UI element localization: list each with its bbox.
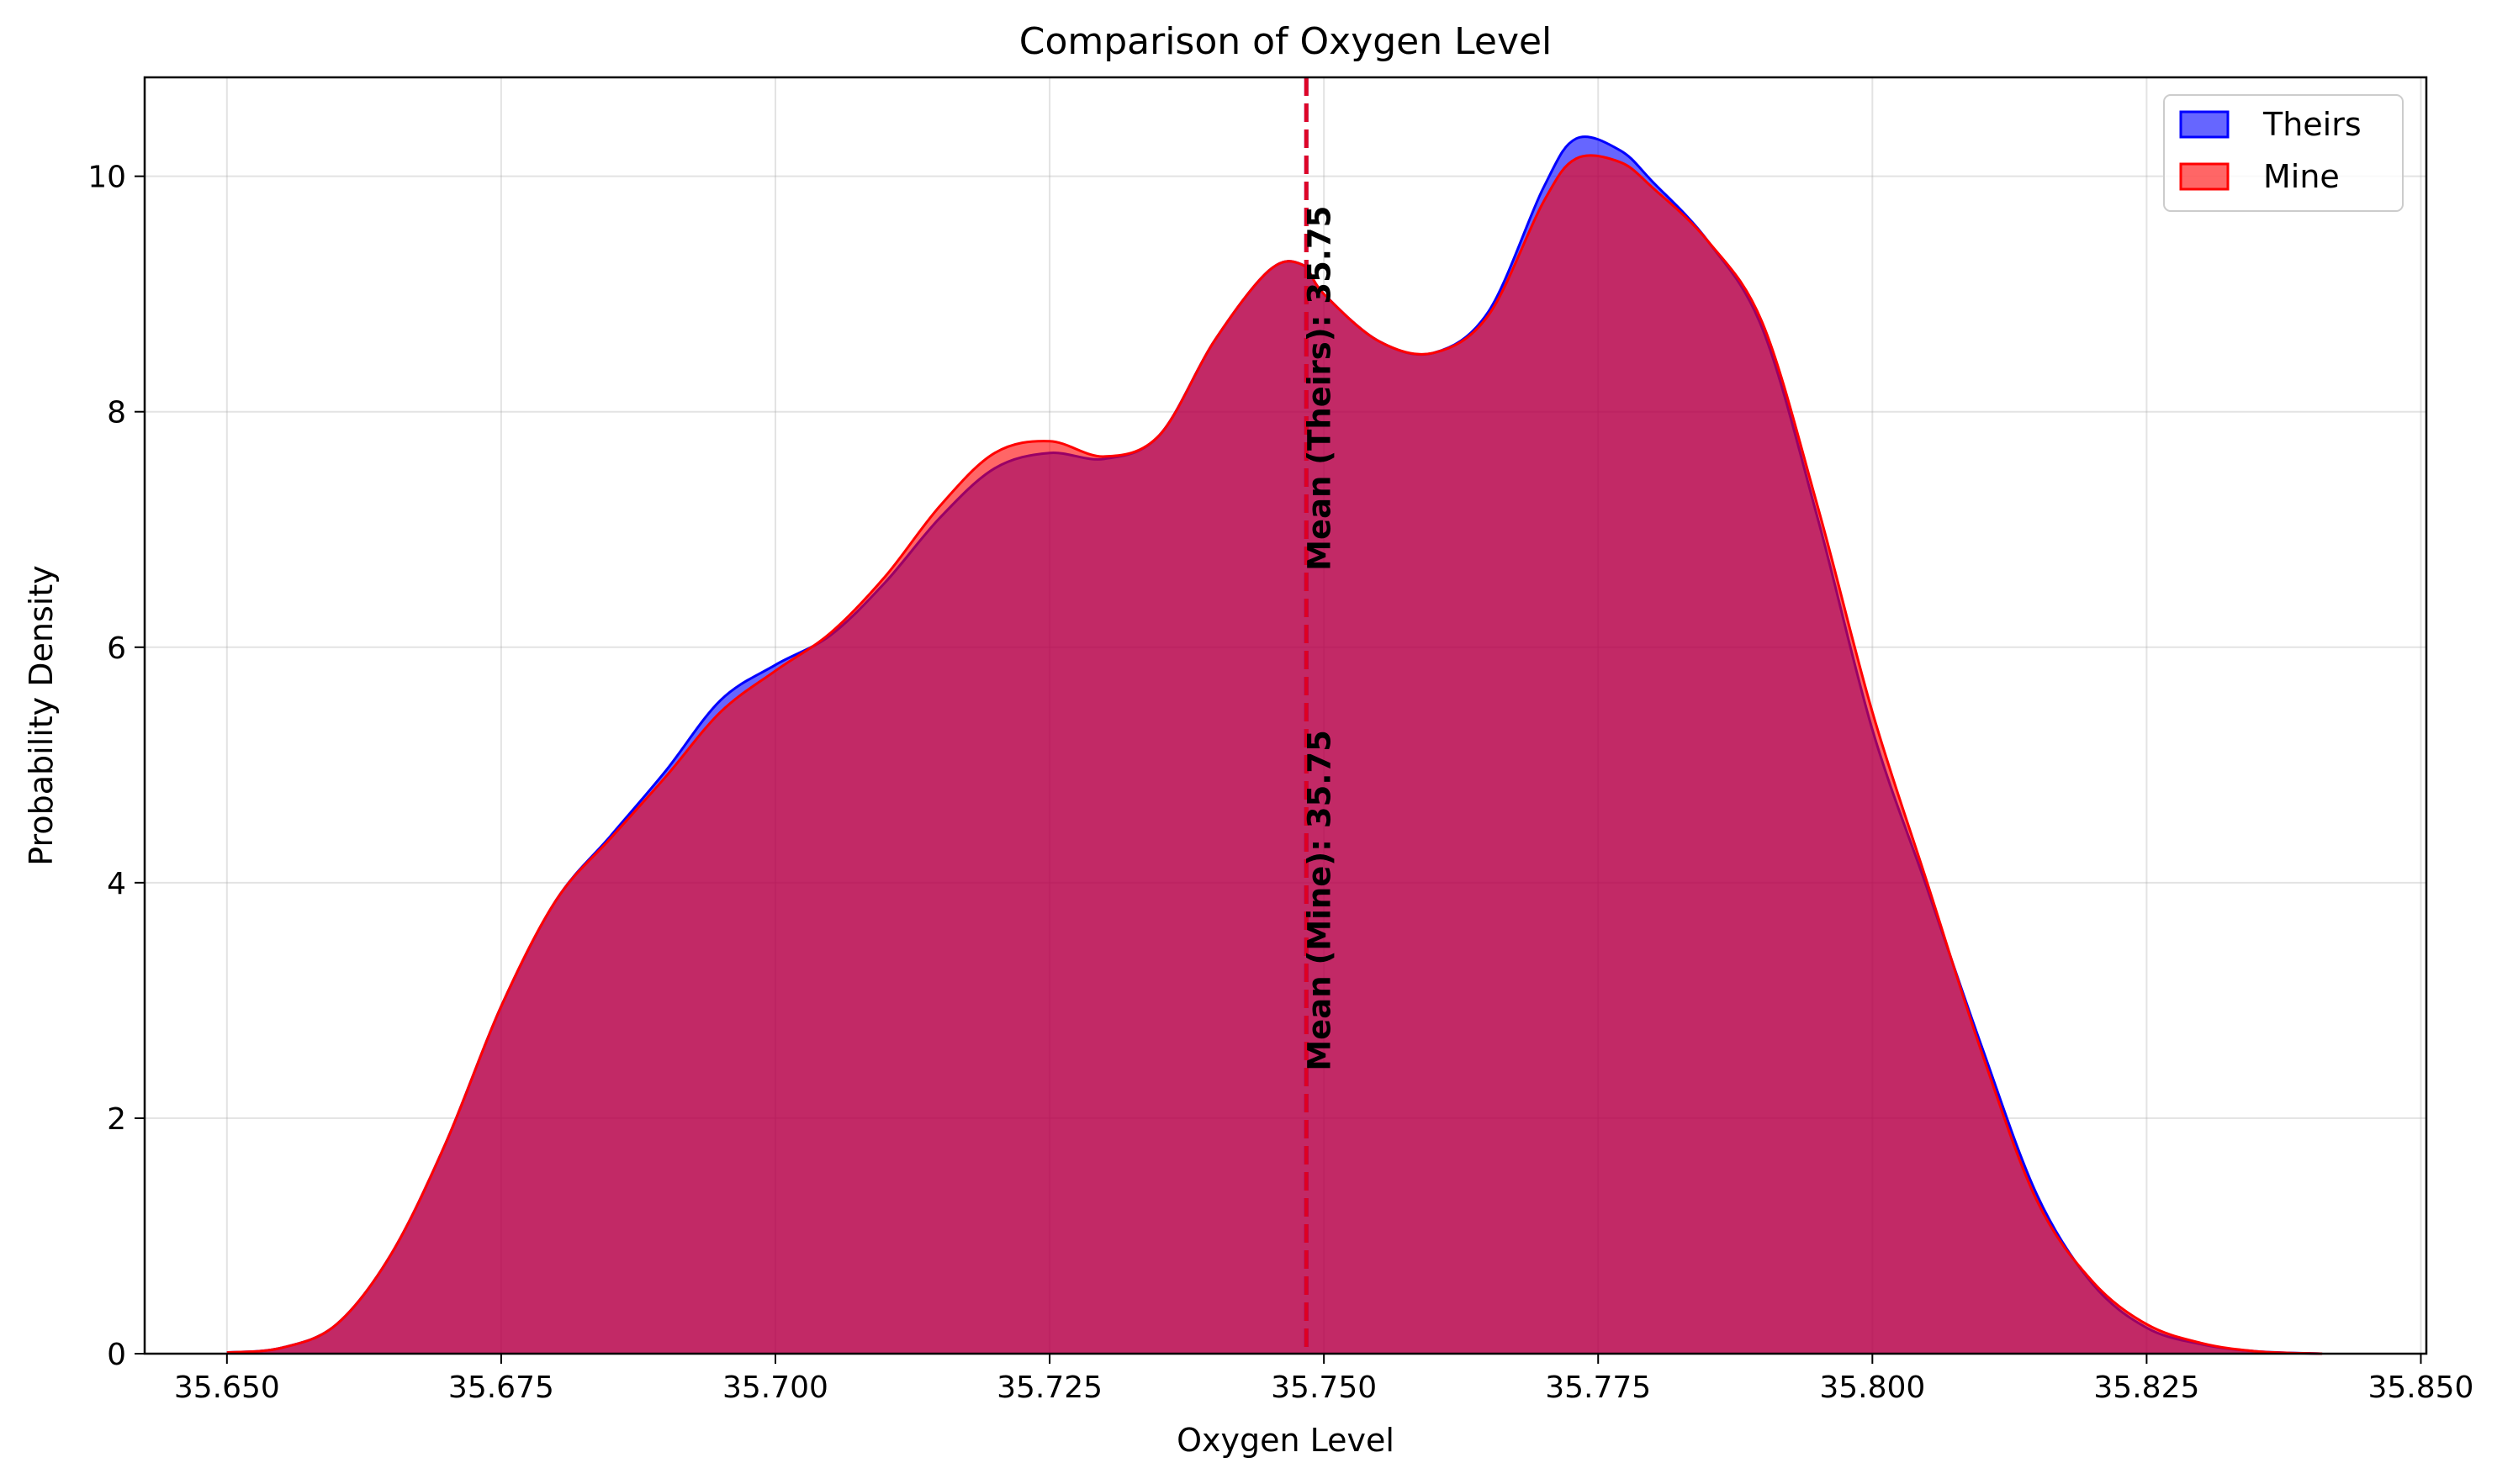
x-tick-label: 35.700 xyxy=(722,1370,828,1405)
y-tick-label: 2 xyxy=(107,1102,126,1137)
x-tick-label: 35.675 xyxy=(448,1370,554,1405)
y-tick-label: 10 xyxy=(87,161,126,195)
legend-label-theirs: Theirs xyxy=(2262,106,2362,143)
legend-swatch-mine xyxy=(2179,162,2230,191)
density-line-mine xyxy=(226,154,2323,1355)
legend-label-mine: Mine xyxy=(2263,158,2340,195)
density-areas xyxy=(226,135,2323,1355)
x-tick-label: 35.750 xyxy=(1271,1370,1377,1405)
y-tick-label: 4 xyxy=(107,867,126,901)
legend-swatch-theirs xyxy=(2179,110,2230,139)
mean-label-mine: Mean (Mine): 35.75 xyxy=(1301,730,1337,1071)
mean-lines: Mean (Theirs): 35.75 Mean (Mine): 35.75 xyxy=(1301,77,1337,1354)
x-tick-label: 35.800 xyxy=(1819,1370,1925,1405)
x-tick-label: 35.775 xyxy=(1545,1370,1651,1405)
mean-label-theirs: Mean (Theirs): 35.75 xyxy=(1301,206,1337,571)
x-axis-label: Oxygen Level xyxy=(1177,1422,1394,1459)
x-tick-label: 35.825 xyxy=(2093,1370,2199,1405)
x-tick-label: 35.725 xyxy=(997,1370,1103,1405)
legend: Theirs Mine xyxy=(2163,94,2404,212)
axes-frame xyxy=(143,76,2428,1355)
y-tick-label: 8 xyxy=(107,396,126,430)
x-tick-label: 35.650 xyxy=(174,1370,280,1405)
y-tick-label: 0 xyxy=(107,1338,126,1372)
axis-ticks: 35.650 35.675 35.700 35.725 35.750 35.775 35.8… xyxy=(87,161,2473,1405)
density-fill-mine xyxy=(226,155,2323,1354)
y-axis-label: Probability Density xyxy=(23,565,60,865)
y-tick-label: 6 xyxy=(107,631,126,666)
x-tick-label: 35.850 xyxy=(2367,1370,2473,1405)
chart-title: Comparison of Oxygen Level xyxy=(1019,20,1553,63)
